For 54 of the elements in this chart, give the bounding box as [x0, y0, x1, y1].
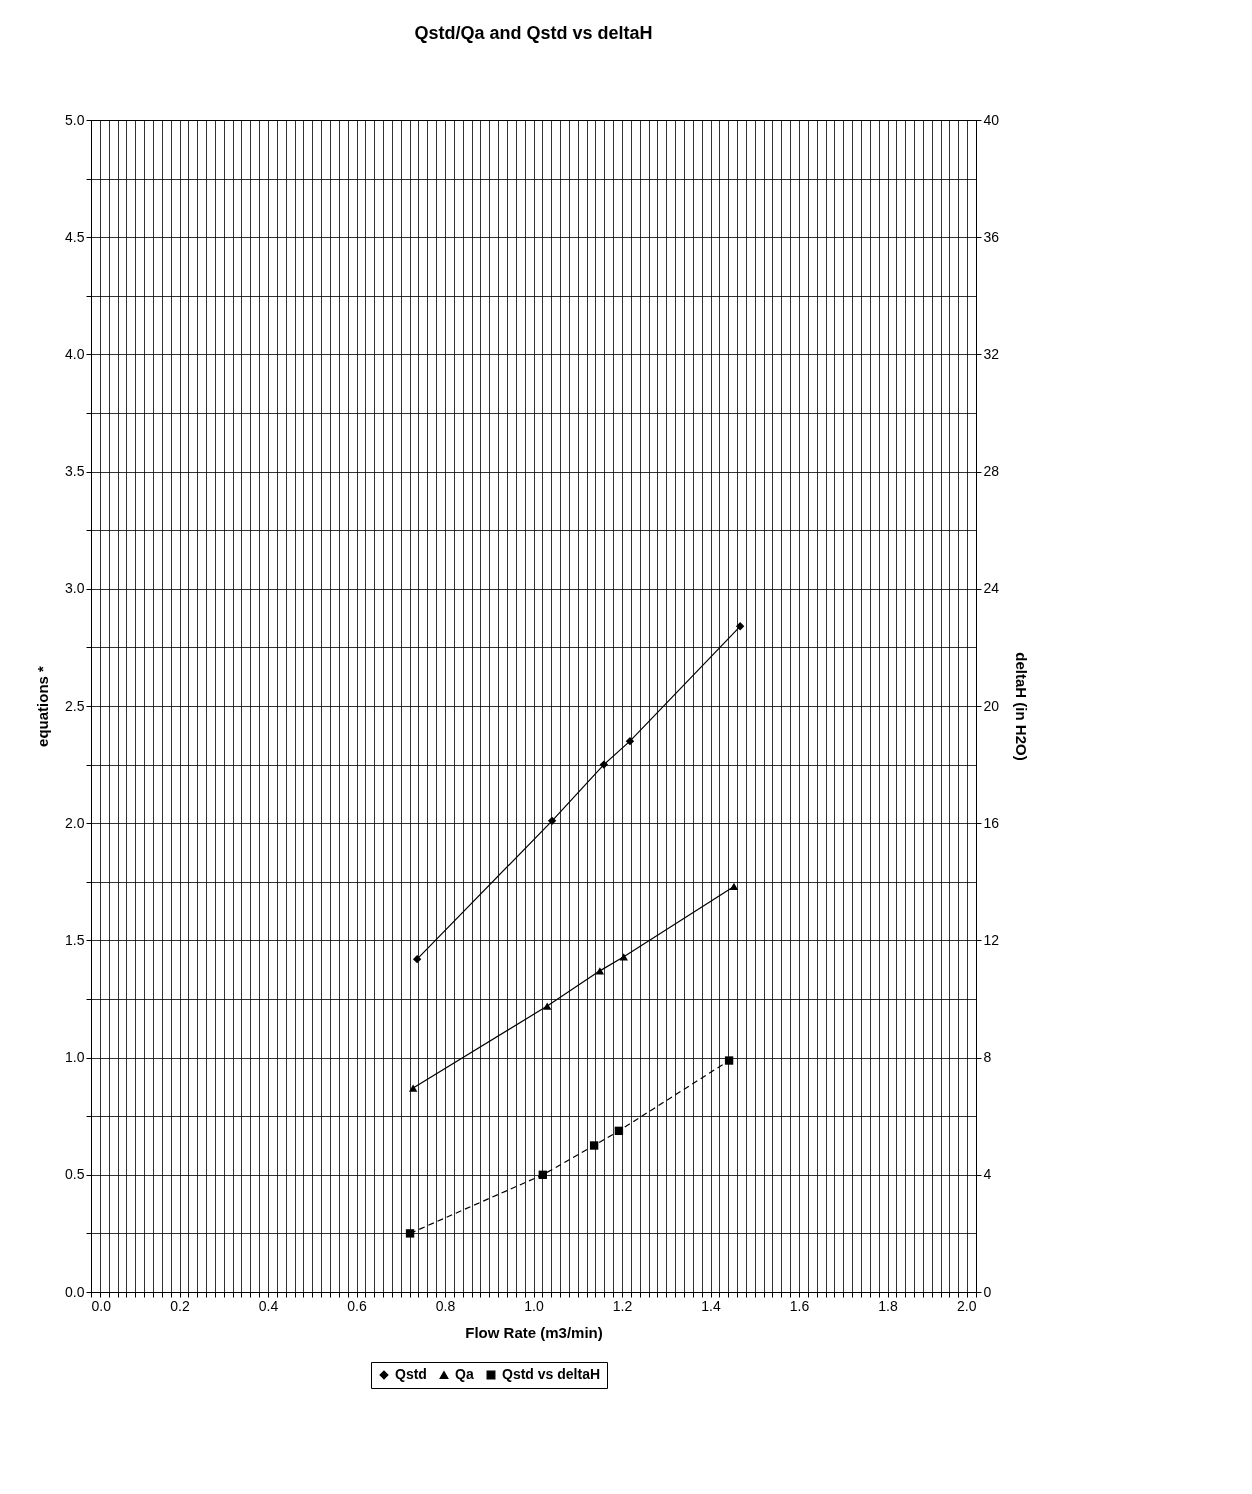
y2-tick-label: 8 — [983, 1049, 992, 1066]
y-tick-label: 3.5 — [65, 463, 85, 480]
x-tick-label: 0.6 — [347, 1297, 367, 1314]
x-tick-label: 2.0 — [957, 1297, 977, 1314]
y-tick-label: 0.0 — [65, 1283, 85, 1300]
y2-tick-label: 16 — [983, 814, 1000, 831]
y2-tick-label: 40 — [983, 111, 1000, 128]
x-tick-label: 0.4 — [258, 1297, 279, 1314]
x-tick-label: 0.8 — [435, 1297, 456, 1314]
chart-title: Qstd/Qa and Qstd vs deltaH — [414, 23, 653, 43]
y2-tick-label: 32 — [983, 345, 1000, 362]
x-axis-title: Flow Rate (m3/min) — [465, 1323, 603, 1341]
x-tick-label: 1.2 — [612, 1297, 633, 1314]
point — [408, 1084, 418, 1092]
y2-tick-label: 36 — [983, 228, 1000, 245]
point — [543, 1002, 552, 1010]
point — [589, 1141, 599, 1150]
x-tick-label: 1.8 — [878, 1297, 898, 1314]
y2-tick-label: 28 — [983, 463, 1000, 480]
x-tick-label: 0.2 — [170, 1297, 190, 1314]
point — [619, 953, 628, 961]
y2-tick-label: 24 — [983, 580, 1000, 597]
y-tick-label: 4.0 — [65, 345, 85, 362]
y-tick-label: 1.5 — [65, 931, 85, 948]
legend-label: Qstd vs deltaH — [502, 1366, 601, 1382]
point — [538, 1170, 547, 1179]
point — [412, 954, 422, 964]
x-tick-label: 0.0 — [91, 1297, 112, 1314]
x-tick-label: 1.0 — [524, 1297, 544, 1314]
y-tick-label: 3.0 — [65, 580, 85, 597]
y-tick-label: 0.5 — [65, 1166, 85, 1183]
y-tick-label: 5.0 — [65, 111, 85, 128]
y2-tick-label: 20 — [983, 697, 1000, 714]
y-tick-label: 4.5 — [65, 228, 85, 245]
point — [735, 622, 745, 631]
point — [625, 736, 635, 746]
y-tick-label: 2.0 — [65, 814, 85, 831]
point — [614, 1126, 624, 1136]
point — [405, 1229, 415, 1238]
y2-tick-label: 4 — [983, 1166, 992, 1183]
point — [724, 1056, 734, 1065]
legend-label: Qa — [455, 1366, 474, 1382]
point — [729, 882, 739, 891]
x-tick-label: 1.6 — [789, 1297, 810, 1314]
x-tick-label: 1.4 — [701, 1297, 721, 1314]
legend-label: Qstd — [395, 1366, 427, 1382]
y2-axis-title: deltaH (in H2O) — [1013, 652, 1031, 761]
y-tick-label: 1.0 — [65, 1049, 85, 1066]
y-axis-title: equations * — [34, 665, 52, 747]
y-tick-label: 2.5 — [65, 697, 85, 714]
point — [599, 760, 609, 769]
y2-tick-label: 0 — [983, 1283, 992, 1300]
y2-tick-label: 12 — [983, 931, 1000, 948]
point — [547, 816, 557, 826]
